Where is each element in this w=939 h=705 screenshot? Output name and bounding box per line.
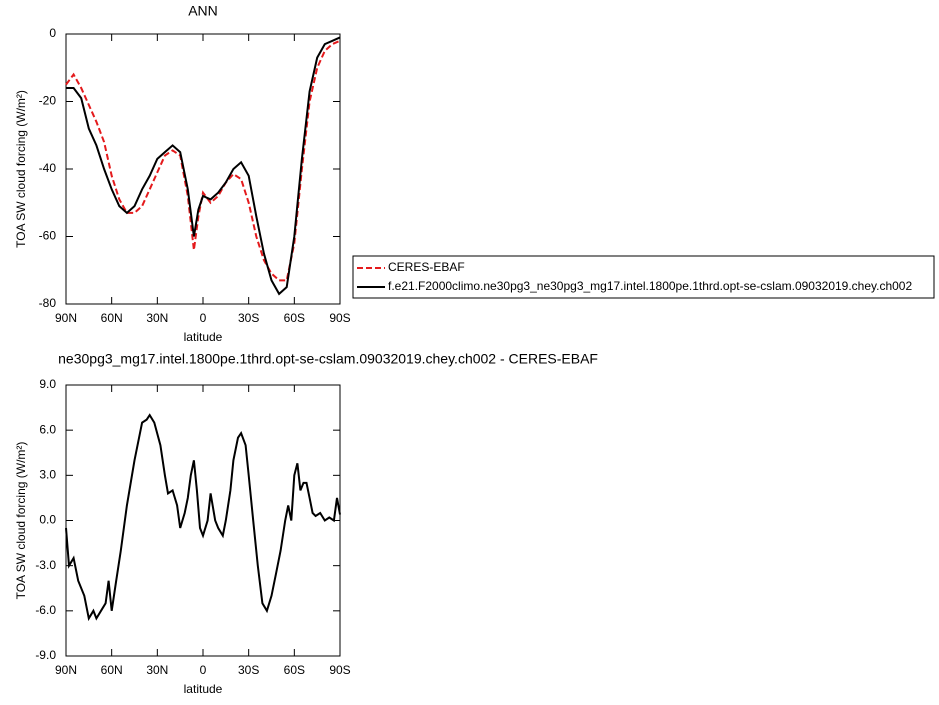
x-tick-label: 30S (238, 663, 259, 677)
x-tick-label: 60N (101, 663, 123, 677)
x-tick-label: 60S (284, 663, 305, 677)
legend-label: f.e21.F2000climo.ne30pg3_ne30pg3_mg17.in… (388, 279, 912, 293)
x-axis-label: latitude (184, 330, 223, 344)
y-tick-label: -9.0 (35, 648, 56, 662)
plot-frame (65, 384, 341, 657)
chart-title: ANN (188, 3, 218, 19)
y-tick-label: 0 (49, 26, 56, 40)
y-axis-label: TOA SW cloud forcing (W/m²) (14, 90, 28, 248)
x-tick-label: 60S (284, 311, 305, 325)
y-tick-label: 9.0 (39, 377, 56, 391)
x-tick-label: 0 (200, 311, 207, 325)
x-tick-label: 30N (146, 311, 168, 325)
y-tick-label: -6.0 (35, 603, 56, 617)
x-tick-label: 0 (200, 663, 207, 677)
y-tick-label: -60 (39, 229, 57, 243)
data-line (65, 39, 341, 282)
x-tick-label: 90S (329, 311, 350, 325)
y-tick-label: -20 (39, 94, 57, 108)
y-tick-label: -40 (39, 161, 57, 175)
chart-title: ne30pg3_mg17.intel.1800pe.1thrd.opt-se-c… (58, 351, 598, 367)
x-tick-label: 90N (55, 311, 77, 325)
y-tick-label: 0.0 (39, 513, 56, 527)
y-axis-label: TOA SW cloud forcing (W/m²) (14, 442, 28, 600)
legend-label: CERES-EBAF (388, 260, 465, 274)
y-tick-label: -80 (39, 296, 57, 310)
x-tick-label: 90N (55, 663, 77, 677)
x-tick-label: 30N (146, 663, 168, 677)
x-axis-label: latitude (184, 682, 223, 696)
x-tick-label: 90S (329, 663, 350, 677)
legend-box (352, 255, 935, 299)
y-tick-label: -3.0 (35, 558, 56, 572)
data-line (66, 36, 341, 296)
plot-frame (65, 33, 341, 305)
x-tick-label: 60N (101, 311, 123, 325)
y-tick-label: 3.0 (39, 468, 56, 482)
y-tick-label: 6.0 (39, 422, 56, 436)
x-tick-label: 30S (238, 311, 259, 325)
data-line (65, 413, 341, 622)
